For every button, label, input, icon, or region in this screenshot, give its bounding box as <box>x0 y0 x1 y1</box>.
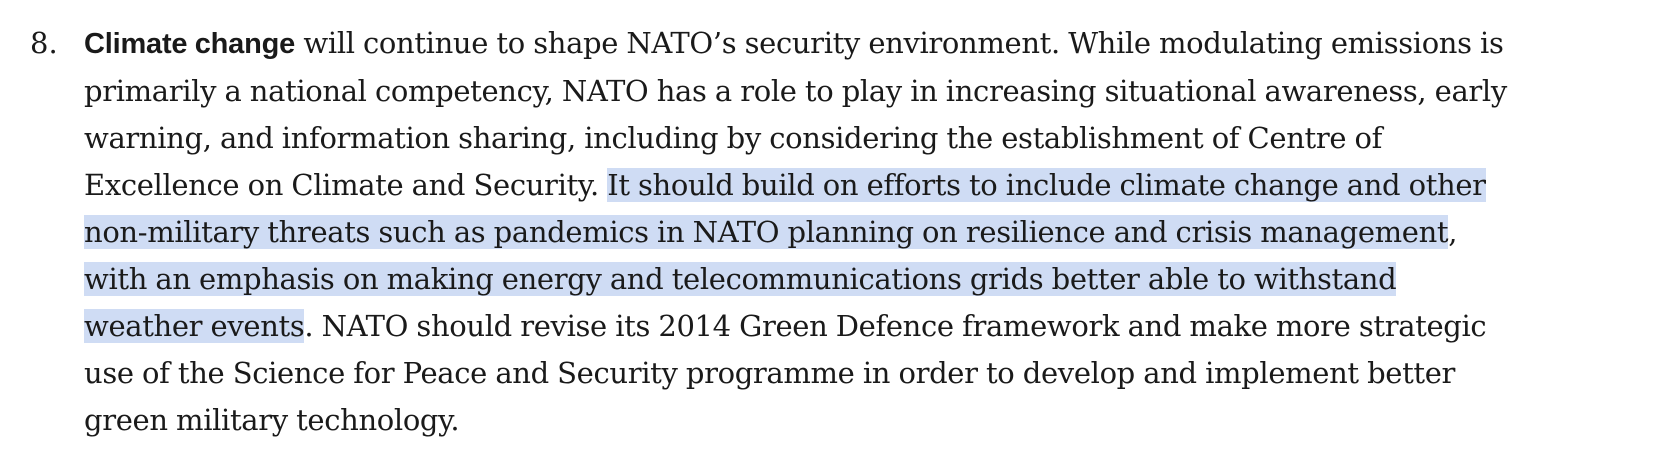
line-text: green military technology. <box>84 403 460 437</box>
text-line-2: primarily a national competency, NATO ha… <box>84 68 1634 115</box>
text-line-6: with an emphasis on making energy and te… <box>84 256 1634 303</box>
paragraph-number: 8. <box>30 26 58 60</box>
paragraph-text[interactable]: Climate change will continue to shape NA… <box>84 20 1634 444</box>
line-text: warning, and information sharing, includ… <box>84 121 1383 155</box>
text-line-4: Excellence on Climate and Security. It s… <box>84 162 1634 209</box>
text-line-9: green military technology. <box>84 397 1634 444</box>
selected-text: with an emphasis on making energy and te… <box>84 262 1397 296</box>
line-text: primarily a national competency, NATO ha… <box>84 74 1507 108</box>
text-line-5: non-military threats such as pandemics i… <box>84 209 1634 256</box>
line-text: Excellence on Climate and Security. <box>84 168 608 202</box>
selected-text: weather events <box>84 309 305 343</box>
text-line-7: weather events. NATO should revise its 2… <box>84 303 1634 350</box>
selected-text: It should build on efforts to include cl… <box>607 168 1486 202</box>
numbered-paragraph: 8. Climate change will continue to shape… <box>30 20 1634 444</box>
line-text: use of the Science for Peace and Securit… <box>84 356 1456 390</box>
line-text: will continue to shape NATO’s security e… <box>295 26 1504 60</box>
line-text: . NATO should revise its 2014 Green Defe… <box>304 309 1487 343</box>
bold-term: Climate change <box>84 28 296 60</box>
line-text: , <box>1448 215 1458 249</box>
text-line-3: warning, and information sharing, includ… <box>84 115 1634 162</box>
text-line-8: use of the Science for Peace and Securit… <box>84 350 1634 397</box>
selected-text: non-military threats such as pandemics i… <box>84 215 1449 249</box>
text-line-1: Climate change will continue to shape NA… <box>84 20 1634 68</box>
